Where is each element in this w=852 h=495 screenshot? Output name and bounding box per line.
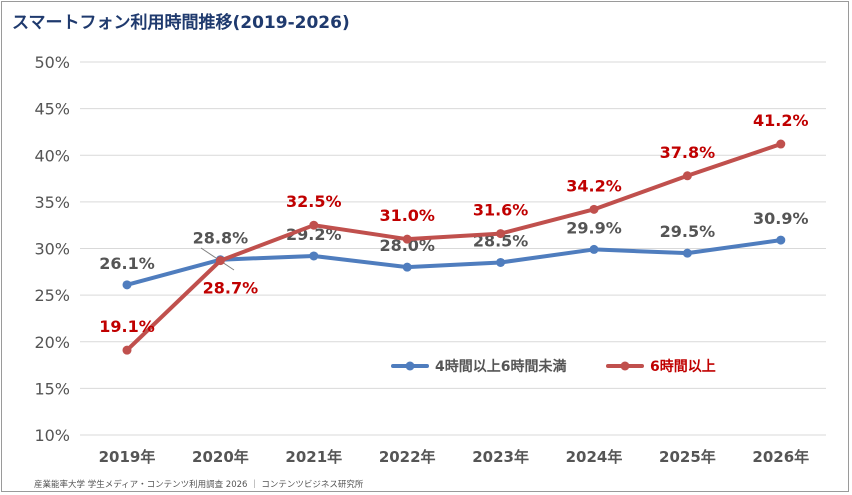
data-label: 31.6% [473,201,529,220]
y-tick-label: 45% [34,100,70,119]
y-tick-label: 40% [34,146,70,165]
y-tick-label: 30% [34,240,70,259]
x-tick-label: 2021年 [285,448,342,466]
legend-label: 6時間以上 [650,358,716,375]
y-tick-label: 20% [34,333,70,352]
data-label: 29.5% [660,222,716,241]
data-point [496,229,506,239]
data-point [776,139,786,149]
data-label: 30.9% [753,209,809,228]
x-tick-label: 2023年 [472,448,529,466]
data-point [215,256,225,266]
data-label: 26.1% [99,254,155,273]
legend-marker [405,361,415,371]
x-tick-label: 2020年 [192,448,249,466]
y-tick-label: 35% [34,193,70,212]
data-point [589,204,599,214]
y-tick-label: 10% [34,426,70,445]
data-point [496,257,506,267]
legend-marker [620,361,630,371]
data-label: 37.8% [660,143,716,162]
y-tick-label: 50% [34,53,70,72]
data-point [682,248,692,258]
x-tick-label: 2026年 [752,448,809,466]
data-point [402,262,412,272]
source-note: 産業能率大学 学生メディア・コンテンツ利用調査 2026 ｜ コンテンツビジネス… [34,480,364,490]
data-label: 28.8% [193,229,249,248]
data-label: 32.5% [286,192,342,211]
chart-title: スマートフォン利用時間推移(2019-2026) [12,13,350,33]
data-point [309,251,319,261]
series-line [125,142,783,353]
data-label: 34.2% [566,176,622,195]
data-point [122,345,132,355]
y-tick-label: 25% [34,286,70,305]
data-point [682,171,692,181]
legend-label: 4時間以上6時間未満 [435,358,566,375]
data-point [122,280,132,290]
data-label: 28.7% [203,279,259,298]
x-tick-label: 2024年 [566,448,623,466]
x-tick-label: 2025年 [659,448,716,466]
data-label: 19.1% [99,317,155,336]
x-tick-label: 2019年 [99,448,156,466]
data-label: 28.0% [379,236,435,255]
data-point [776,235,786,245]
x-tick-label: 2022年 [379,448,436,466]
y-tick-label: 15% [34,379,70,398]
data-point [589,244,599,254]
data-point [309,220,319,230]
data-label: 31.0% [379,206,435,225]
data-label: 29.9% [566,218,622,237]
data-point [402,234,412,244]
series-line [125,238,783,287]
data-label: 41.2% [753,111,809,130]
